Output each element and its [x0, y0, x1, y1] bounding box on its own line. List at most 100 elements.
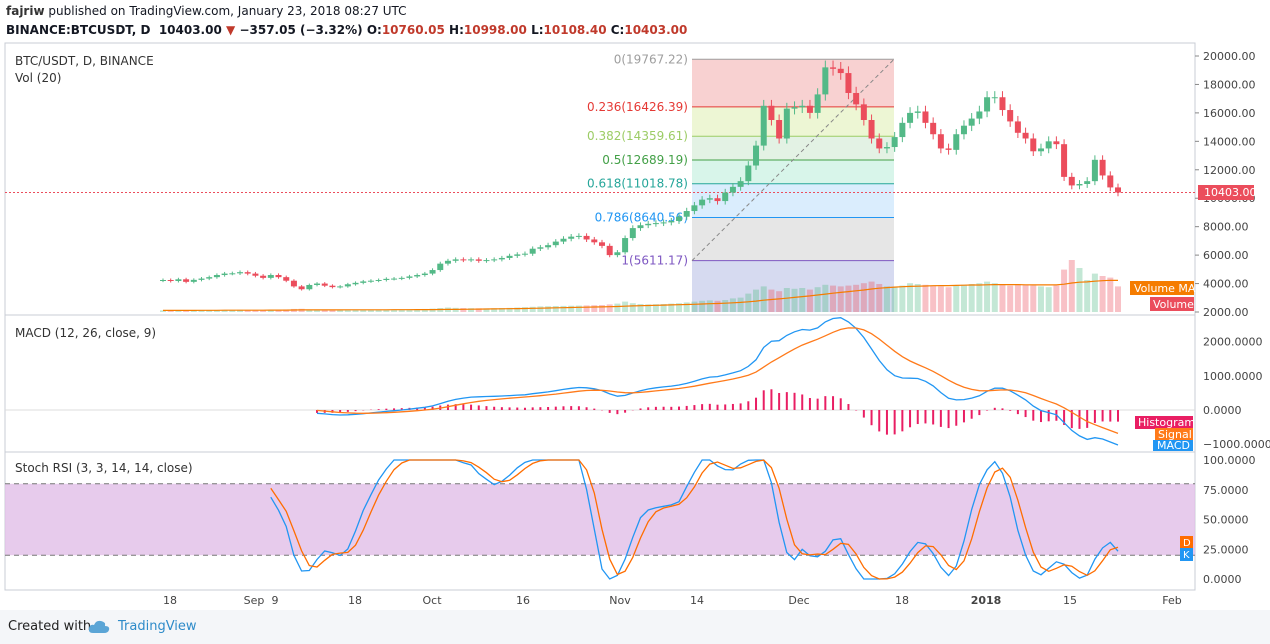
author-name[interactable]: fajriw [6, 4, 45, 18]
macd-histogram-bar [1093, 410, 1096, 423]
volume-bar [598, 305, 605, 312]
volume-bar [514, 307, 521, 312]
volume-bar [537, 306, 544, 312]
candle-body [1076, 184, 1083, 186]
candle-body [1045, 141, 1052, 149]
volume-bar [937, 286, 944, 312]
macd-histogram-bar [339, 410, 342, 413]
macd-histogram-bar [685, 405, 688, 410]
volume-bar [260, 310, 267, 312]
volume-bar [1037, 286, 1044, 312]
fib-level-label-4: 0.618(11018.78) [587, 177, 688, 191]
rsi-axis-label: 50.0000 [1203, 514, 1249, 527]
candle-body [352, 282, 359, 285]
price-pane[interactable] [4, 42, 1196, 316]
footer: Created with TradingView [0, 610, 1270, 644]
candle-body [398, 277, 405, 279]
volume-bar [768, 289, 775, 312]
volume-bar [198, 310, 205, 312]
time-axis-label: 18 [348, 594, 362, 607]
candle-body [237, 272, 244, 274]
candle-body [753, 145, 760, 166]
macd-histogram-bar [454, 404, 457, 410]
macd-histogram-bar [462, 404, 465, 410]
candle-body [968, 118, 975, 126]
time-axis-label: Sep [244, 594, 265, 607]
volume-bar [183, 310, 190, 312]
volume-bar [1045, 287, 1052, 312]
volume-bar [706, 300, 713, 312]
open-label: O: [366, 23, 382, 37]
volume-bar [475, 308, 482, 312]
macd-histogram-bar [593, 408, 596, 410]
fib-level-label-2: 0.382(14359.61) [587, 129, 688, 143]
macd-histogram-bar [739, 403, 742, 410]
volume-bar [167, 310, 174, 312]
volume-bar [729, 298, 736, 312]
volume-bar [367, 309, 374, 312]
candle-body [976, 111, 983, 119]
volume-bar [945, 287, 952, 312]
candle-body [552, 241, 559, 246]
candle-body [1061, 144, 1068, 177]
macd-histogram-bar [824, 396, 827, 410]
macd-histogram-bar [808, 398, 811, 410]
candle-body [814, 94, 821, 113]
macd-pane[interactable] [4, 314, 1196, 453]
volume-bar [960, 284, 967, 312]
macd-histogram-bar [839, 398, 842, 410]
last-price-tag [1198, 185, 1254, 200]
time-axis-label: 15 [1063, 594, 1077, 607]
volume-bar [637, 304, 644, 312]
candle-body [468, 259, 475, 261]
time-axis-label: 14 [690, 594, 704, 607]
tradingview-link[interactable]: TradingView [118, 619, 197, 634]
last-price-tag-text: 10403.00 [1204, 186, 1257, 199]
volume-bar [699, 300, 706, 312]
candle-body [560, 238, 567, 242]
macd-histogram-bar [716, 404, 719, 410]
candle-body [160, 280, 166, 281]
macd-histogram-bar [493, 406, 496, 410]
volume-bar [629, 303, 636, 312]
candle-body [344, 284, 351, 287]
candle-body [783, 108, 790, 139]
candle-body [521, 253, 528, 255]
last-price: 10403.00 [158, 23, 222, 37]
volume-tag-text: Volume [1153, 298, 1194, 311]
volume-bar [1007, 285, 1014, 312]
macd-histogram-bar [955, 410, 958, 426]
rsi-axis-label: 25.0000 [1203, 543, 1249, 556]
candle-body [883, 147, 890, 149]
macd-histogram-bar [1016, 410, 1019, 415]
volume-bar [398, 309, 405, 312]
candle-body [444, 260, 451, 264]
volume-bar [560, 305, 567, 312]
time-axis-label: 9 [272, 594, 279, 607]
candle-body [367, 280, 374, 282]
volume-bar [953, 285, 960, 312]
volume-bar [498, 308, 505, 312]
candle-body [737, 181, 744, 187]
candle-body [953, 134, 960, 150]
time-axis-label: 18 [163, 594, 177, 607]
volume-bar [737, 297, 744, 312]
volume-bar [406, 309, 413, 312]
macd-histogram-bar [1039, 410, 1042, 423]
chart-canvas[interactable]: 0(19767.22) 0.236(16426.39) 0.382(14359.61… [0, 0, 1270, 610]
candle-body [722, 192, 729, 202]
candle-body [483, 260, 490, 262]
macd-histogram-bar [870, 410, 873, 426]
candle-body [984, 97, 991, 112]
fib-zone-0 [692, 59, 894, 107]
candle-body [876, 138, 883, 149]
macd-histogram-bar [562, 406, 565, 410]
candle-body [375, 280, 382, 281]
fibonacci-retracement[interactable]: 0(19767.22) 0.236(16426.39) 0.382(14359.61… [5, 52, 1195, 312]
volume-bar [976, 283, 983, 312]
candle-body [414, 275, 421, 277]
volume-bar [683, 302, 690, 312]
volume-bar [652, 304, 659, 312]
volume-bar [930, 285, 937, 312]
tradingview-cloud-icon [88, 620, 110, 633]
